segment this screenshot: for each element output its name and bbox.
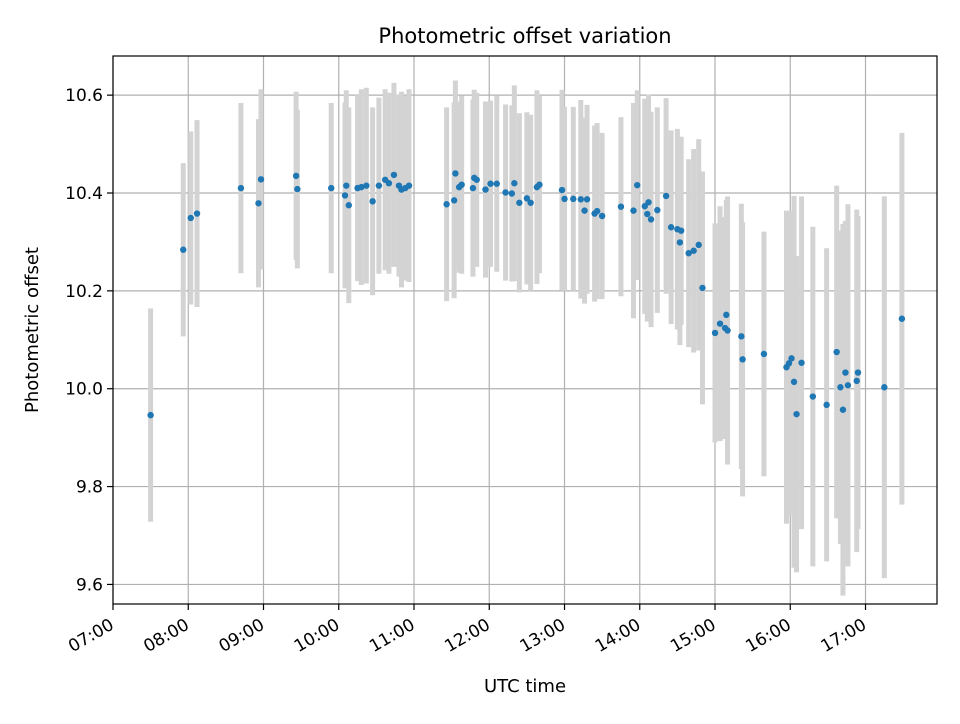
data-point bbox=[598, 212, 606, 220]
x-axis-label: UTC time bbox=[484, 676, 566, 697]
data-point bbox=[493, 180, 500, 187]
data-point bbox=[842, 369, 849, 376]
data-point bbox=[508, 190, 516, 197]
data-point bbox=[634, 181, 641, 189]
data-point bbox=[187, 214, 194, 222]
data-point bbox=[716, 320, 724, 327]
data-point bbox=[292, 172, 300, 180]
data-point bbox=[180, 246, 187, 253]
data-point bbox=[723, 311, 730, 319]
y-axis-label: Photometric offset bbox=[22, 247, 43, 413]
data-point bbox=[516, 199, 523, 206]
data-point bbox=[147, 411, 154, 419]
data-point bbox=[257, 176, 265, 183]
data-point bbox=[617, 203, 625, 210]
chart-title: Photometric offset variation bbox=[378, 24, 671, 48]
data-point bbox=[685, 249, 692, 257]
data-point bbox=[577, 196, 585, 203]
data-point bbox=[738, 333, 745, 340]
data-point bbox=[677, 227, 685, 234]
data-point bbox=[839, 406, 847, 413]
data-point bbox=[898, 315, 906, 322]
data-point bbox=[654, 206, 661, 214]
data-point bbox=[294, 185, 301, 193]
y-tick-label: 10.4 bbox=[65, 184, 103, 204]
data-point bbox=[369, 198, 376, 205]
data-point bbox=[363, 182, 370, 189]
data-point bbox=[645, 199, 652, 206]
data-point bbox=[788, 355, 795, 362]
data-point bbox=[405, 182, 413, 189]
data-point bbox=[853, 377, 860, 385]
data-point bbox=[739, 356, 746, 363]
data-point bbox=[837, 384, 844, 391]
y-tick-label: 10.2 bbox=[65, 282, 103, 302]
data-point bbox=[502, 189, 509, 196]
data-point bbox=[823, 401, 830, 409]
data-point bbox=[473, 176, 480, 183]
data-point bbox=[390, 171, 398, 179]
data-point bbox=[385, 180, 393, 187]
data-point bbox=[452, 170, 459, 177]
data-point bbox=[581, 207, 588, 214]
data-point bbox=[450, 197, 458, 204]
data-point bbox=[809, 393, 817, 400]
data-points bbox=[147, 170, 906, 419]
y-tick-label: 10.0 bbox=[65, 380, 103, 400]
data-point bbox=[536, 181, 543, 188]
data-point bbox=[881, 384, 888, 391]
data-point bbox=[511, 180, 518, 187]
data-point bbox=[255, 200, 262, 207]
data-point bbox=[328, 184, 335, 192]
data-point bbox=[724, 327, 731, 334]
data-point bbox=[695, 241, 702, 249]
data-point bbox=[237, 184, 245, 192]
y-tick-label: 10.6 bbox=[65, 86, 103, 106]
y-axis-ticks: 9.6 9.8 10.0 10.2 10.4 10.6 bbox=[65, 86, 113, 595]
data-point bbox=[358, 183, 365, 191]
data-point bbox=[833, 348, 840, 356]
data-point bbox=[699, 284, 706, 292]
data-point bbox=[469, 184, 477, 192]
data-point bbox=[561, 195, 568, 203]
data-point bbox=[647, 216, 655, 223]
data-point bbox=[193, 210, 201, 217]
data-point bbox=[487, 180, 494, 187]
data-point bbox=[790, 378, 798, 386]
data-point bbox=[345, 202, 352, 209]
y-tick-label: 9.6 bbox=[76, 575, 103, 595]
data-point bbox=[676, 239, 684, 246]
data-point bbox=[690, 247, 697, 254]
data-point bbox=[523, 195, 531, 202]
data-point bbox=[458, 181, 465, 188]
data-point bbox=[667, 224, 675, 231]
data-point bbox=[583, 196, 591, 203]
data-point bbox=[570, 195, 577, 203]
data-point bbox=[593, 207, 601, 215]
data-point bbox=[644, 210, 651, 218]
data-point bbox=[711, 329, 719, 337]
data-point bbox=[443, 201, 450, 208]
data-point bbox=[341, 192, 349, 199]
data-point bbox=[662, 192, 670, 200]
data-point bbox=[482, 186, 489, 193]
axes-frame bbox=[112, 55, 938, 605]
data-point bbox=[375, 182, 383, 189]
data-point bbox=[854, 369, 862, 376]
data-point bbox=[798, 359, 805, 366]
data-point bbox=[527, 199, 534, 206]
data-point bbox=[558, 186, 566, 194]
data-point bbox=[630, 207, 637, 214]
data-point bbox=[343, 182, 350, 189]
y-tick-label: 9.8 bbox=[76, 478, 103, 498]
data-point bbox=[785, 360, 793, 367]
data-point bbox=[844, 382, 852, 389]
data-point bbox=[793, 410, 800, 418]
data-point bbox=[760, 350, 768, 358]
